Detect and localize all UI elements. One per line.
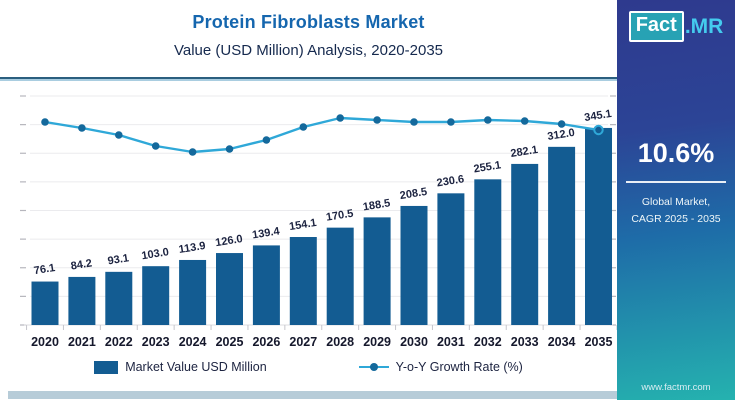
- bar-value-label: 345.1: [583, 108, 612, 124]
- brand-sidebar: Fact .MR 10.6% Global Market, CAGR 2025 …: [617, 0, 735, 400]
- line-series-marker-icon: [358, 363, 389, 371]
- sidebar-divider: [626, 181, 726, 183]
- x-axis-label: 2021: [68, 335, 96, 349]
- caption-line2: CAGR 2025 - 2035: [631, 213, 721, 226]
- bar-value-label: 170.5: [325, 208, 354, 224]
- bar-2027: [289, 237, 317, 325]
- x-axis-label: 2026: [252, 335, 280, 349]
- x-axis-label: 2034: [548, 335, 576, 349]
- x-axis-label: 2033: [511, 335, 539, 349]
- legend-label-market-value: Market Value USD Million: [125, 360, 267, 374]
- bar-2023: [142, 266, 170, 325]
- chart-title: Protein Fibroblasts Market: [192, 12, 425, 32]
- bar-2033: [511, 163, 539, 325]
- bar-value-label: 126.0: [214, 233, 243, 249]
- line-point: [299, 123, 308, 131]
- factmr-logo: Fact .MR: [617, 11, 735, 42]
- bar-series-swatch-icon: [94, 360, 119, 374]
- line-point: [557, 120, 566, 128]
- cagr-caption: Global Market, CAGR 2025 - 2035: [617, 194, 735, 229]
- bar-2022: [105, 271, 133, 325]
- x-axis-label: 2035: [585, 335, 613, 349]
- bar-2021: [68, 276, 96, 325]
- cagr-value: 10.6%: [637, 138, 715, 168]
- x-axis-label: 2027: [289, 335, 317, 349]
- title-separator: [0, 77, 617, 81]
- line-point: [78, 124, 86, 132]
- growth-rate-line: [44, 116, 599, 154]
- x-axis-label: 2023: [142, 335, 170, 349]
- x-axis-label: 2024: [179, 335, 207, 349]
- legend-item-market-value: Market Value USD Million: [94, 360, 267, 374]
- bar-value-label: 208.5: [399, 186, 428, 202]
- line-point: [225, 145, 234, 153]
- bar-2030: [400, 205, 428, 325]
- bar-value-label: 255.1: [473, 159, 502, 175]
- legend-label-growth-rate: Y-o-Y Growth Rate (%): [395, 360, 523, 374]
- x-axis-label: 2031: [437, 335, 465, 349]
- line-point: [520, 117, 529, 125]
- line-point-last: [593, 124, 604, 136]
- bottom-strip: [8, 391, 617, 399]
- bar-2031: [437, 193, 465, 325]
- x-axis-label: 2022: [105, 335, 133, 349]
- bar-2028: [326, 227, 354, 325]
- line-point: [410, 118, 418, 126]
- bar-value-label: 103.0: [141, 246, 170, 262]
- line-point: [336, 114, 345, 122]
- line-point: [41, 118, 49, 126]
- bar-2024: [179, 259, 207, 325]
- bar-value-label: 312.0: [547, 127, 576, 143]
- x-axis-label: 2025: [216, 335, 244, 349]
- x-axis-label: 2020: [31, 335, 59, 349]
- bar-value-label: 113.9: [178, 240, 206, 256]
- chart-legend: Market Value USD Million Y-o-Y Growth Ra…: [0, 360, 617, 374]
- line-point: [151, 142, 160, 150]
- chart-panel: Protein Fibroblasts Market Value (USD Mi…: [0, 12, 617, 399]
- line-point: [484, 116, 492, 124]
- bar-value-label: 282.1: [510, 144, 539, 160]
- bar-value-label: 93.1: [107, 252, 130, 267]
- bar-2029: [363, 217, 391, 325]
- bar-2020: [31, 281, 59, 325]
- line-dot-icon: [369, 363, 378, 371]
- line-point: [373, 116, 381, 124]
- bar-value-label: 84.2: [70, 257, 93, 272]
- caption-line1: Global Market,: [641, 196, 711, 208]
- bar-2025: [216, 253, 243, 325]
- x-axis-label: 2029: [363, 335, 391, 349]
- bar-value-label: 188.5: [362, 197, 391, 213]
- line-point: [262, 136, 271, 144]
- line-point: [447, 118, 455, 126]
- logo-mr-text: .MR: [684, 14, 724, 38]
- x-axis-label: 2030: [400, 335, 428, 349]
- bar-2035: [585, 127, 612, 325]
- combo-chart: 76.1 84.2 93.1 103.0 113.9 126.0 139.4 154.1 170…: [20, 95, 617, 349]
- bar-value-label: 154.1: [288, 217, 317, 233]
- legend-item-growth-rate: Y-o-Y Growth Rate (%): [358, 360, 523, 374]
- line-point: [115, 131, 123, 139]
- website-link[interactable]: www.factmr.com: [641, 382, 711, 393]
- bar-value-label: 76.1: [33, 262, 56, 277]
- bar-2026: [252, 245, 280, 325]
- bar-2032: [474, 179, 502, 325]
- line-point: [188, 148, 197, 156]
- logo-fact-box: Fact: [628, 11, 684, 42]
- bar-value-label: 139.4: [251, 225, 281, 241]
- bar-value-label: 230.6: [436, 173, 465, 189]
- chart-subtitle: Value (USD Million) Analysis, 2020-2035: [173, 42, 444, 59]
- x-axis-label: 2028: [326, 335, 354, 349]
- x-axis-label: 2032: [474, 335, 502, 349]
- bar-2034: [548, 146, 576, 325]
